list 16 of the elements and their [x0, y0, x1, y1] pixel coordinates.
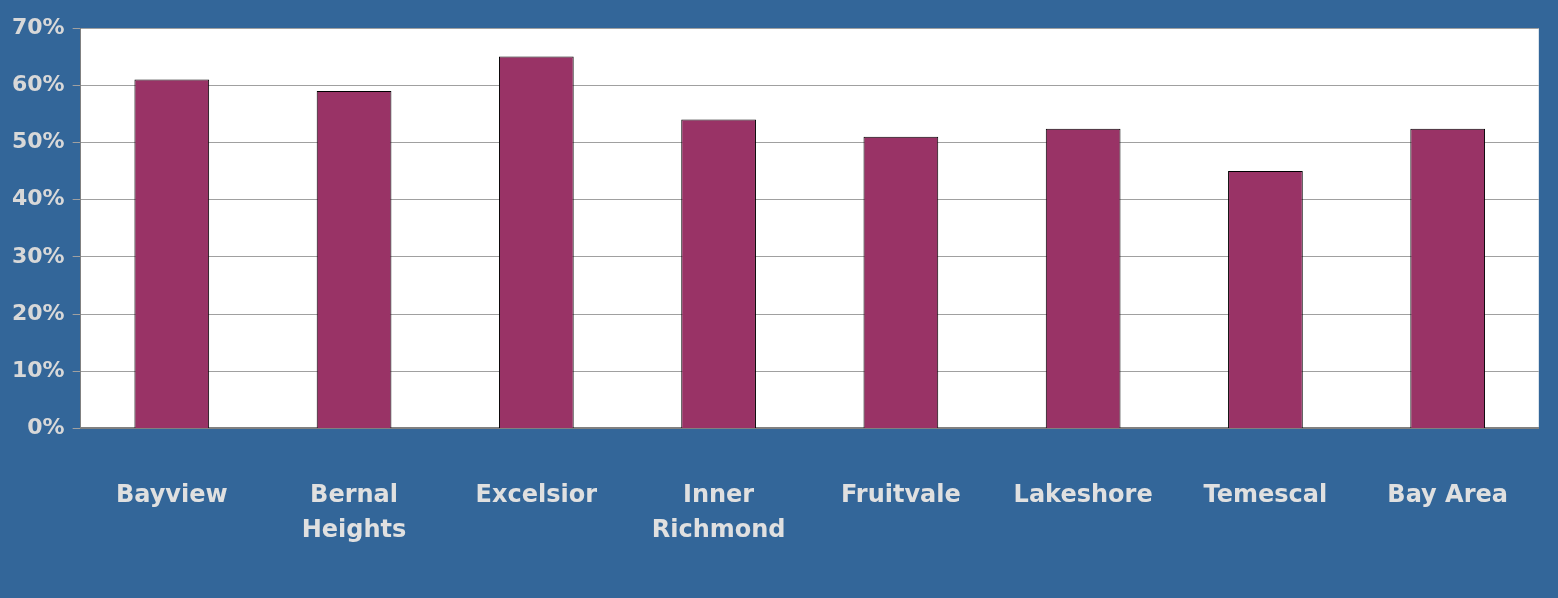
x-tick-label: Bayview	[115, 480, 228, 509]
x-tick-label: Bernal Heights	[301, 480, 407, 543]
y-tick-label: 20%	[11, 299, 65, 325]
x-tick-label: Temescal	[1203, 480, 1328, 509]
y-tick-label: 50%	[11, 128, 65, 154]
y-tick-label: 60%	[11, 70, 65, 96]
y-tick-label: 40%	[11, 185, 65, 211]
x-tick-label: Excelsior	[475, 480, 598, 509]
x-tick-label: Lakeshore	[1013, 480, 1153, 509]
y-tick-label: 70%	[11, 13, 65, 39]
y-tick-label: 30%	[11, 242, 65, 268]
y-tick-label: 10%	[11, 356, 65, 382]
x-tick-label: Inner Richmond	[651, 480, 786, 543]
y-tick-label: 0%	[27, 414, 65, 440]
x-tick-label: Fruitvale	[840, 480, 961, 509]
x-tick-label: Bay Area	[1387, 480, 1508, 509]
